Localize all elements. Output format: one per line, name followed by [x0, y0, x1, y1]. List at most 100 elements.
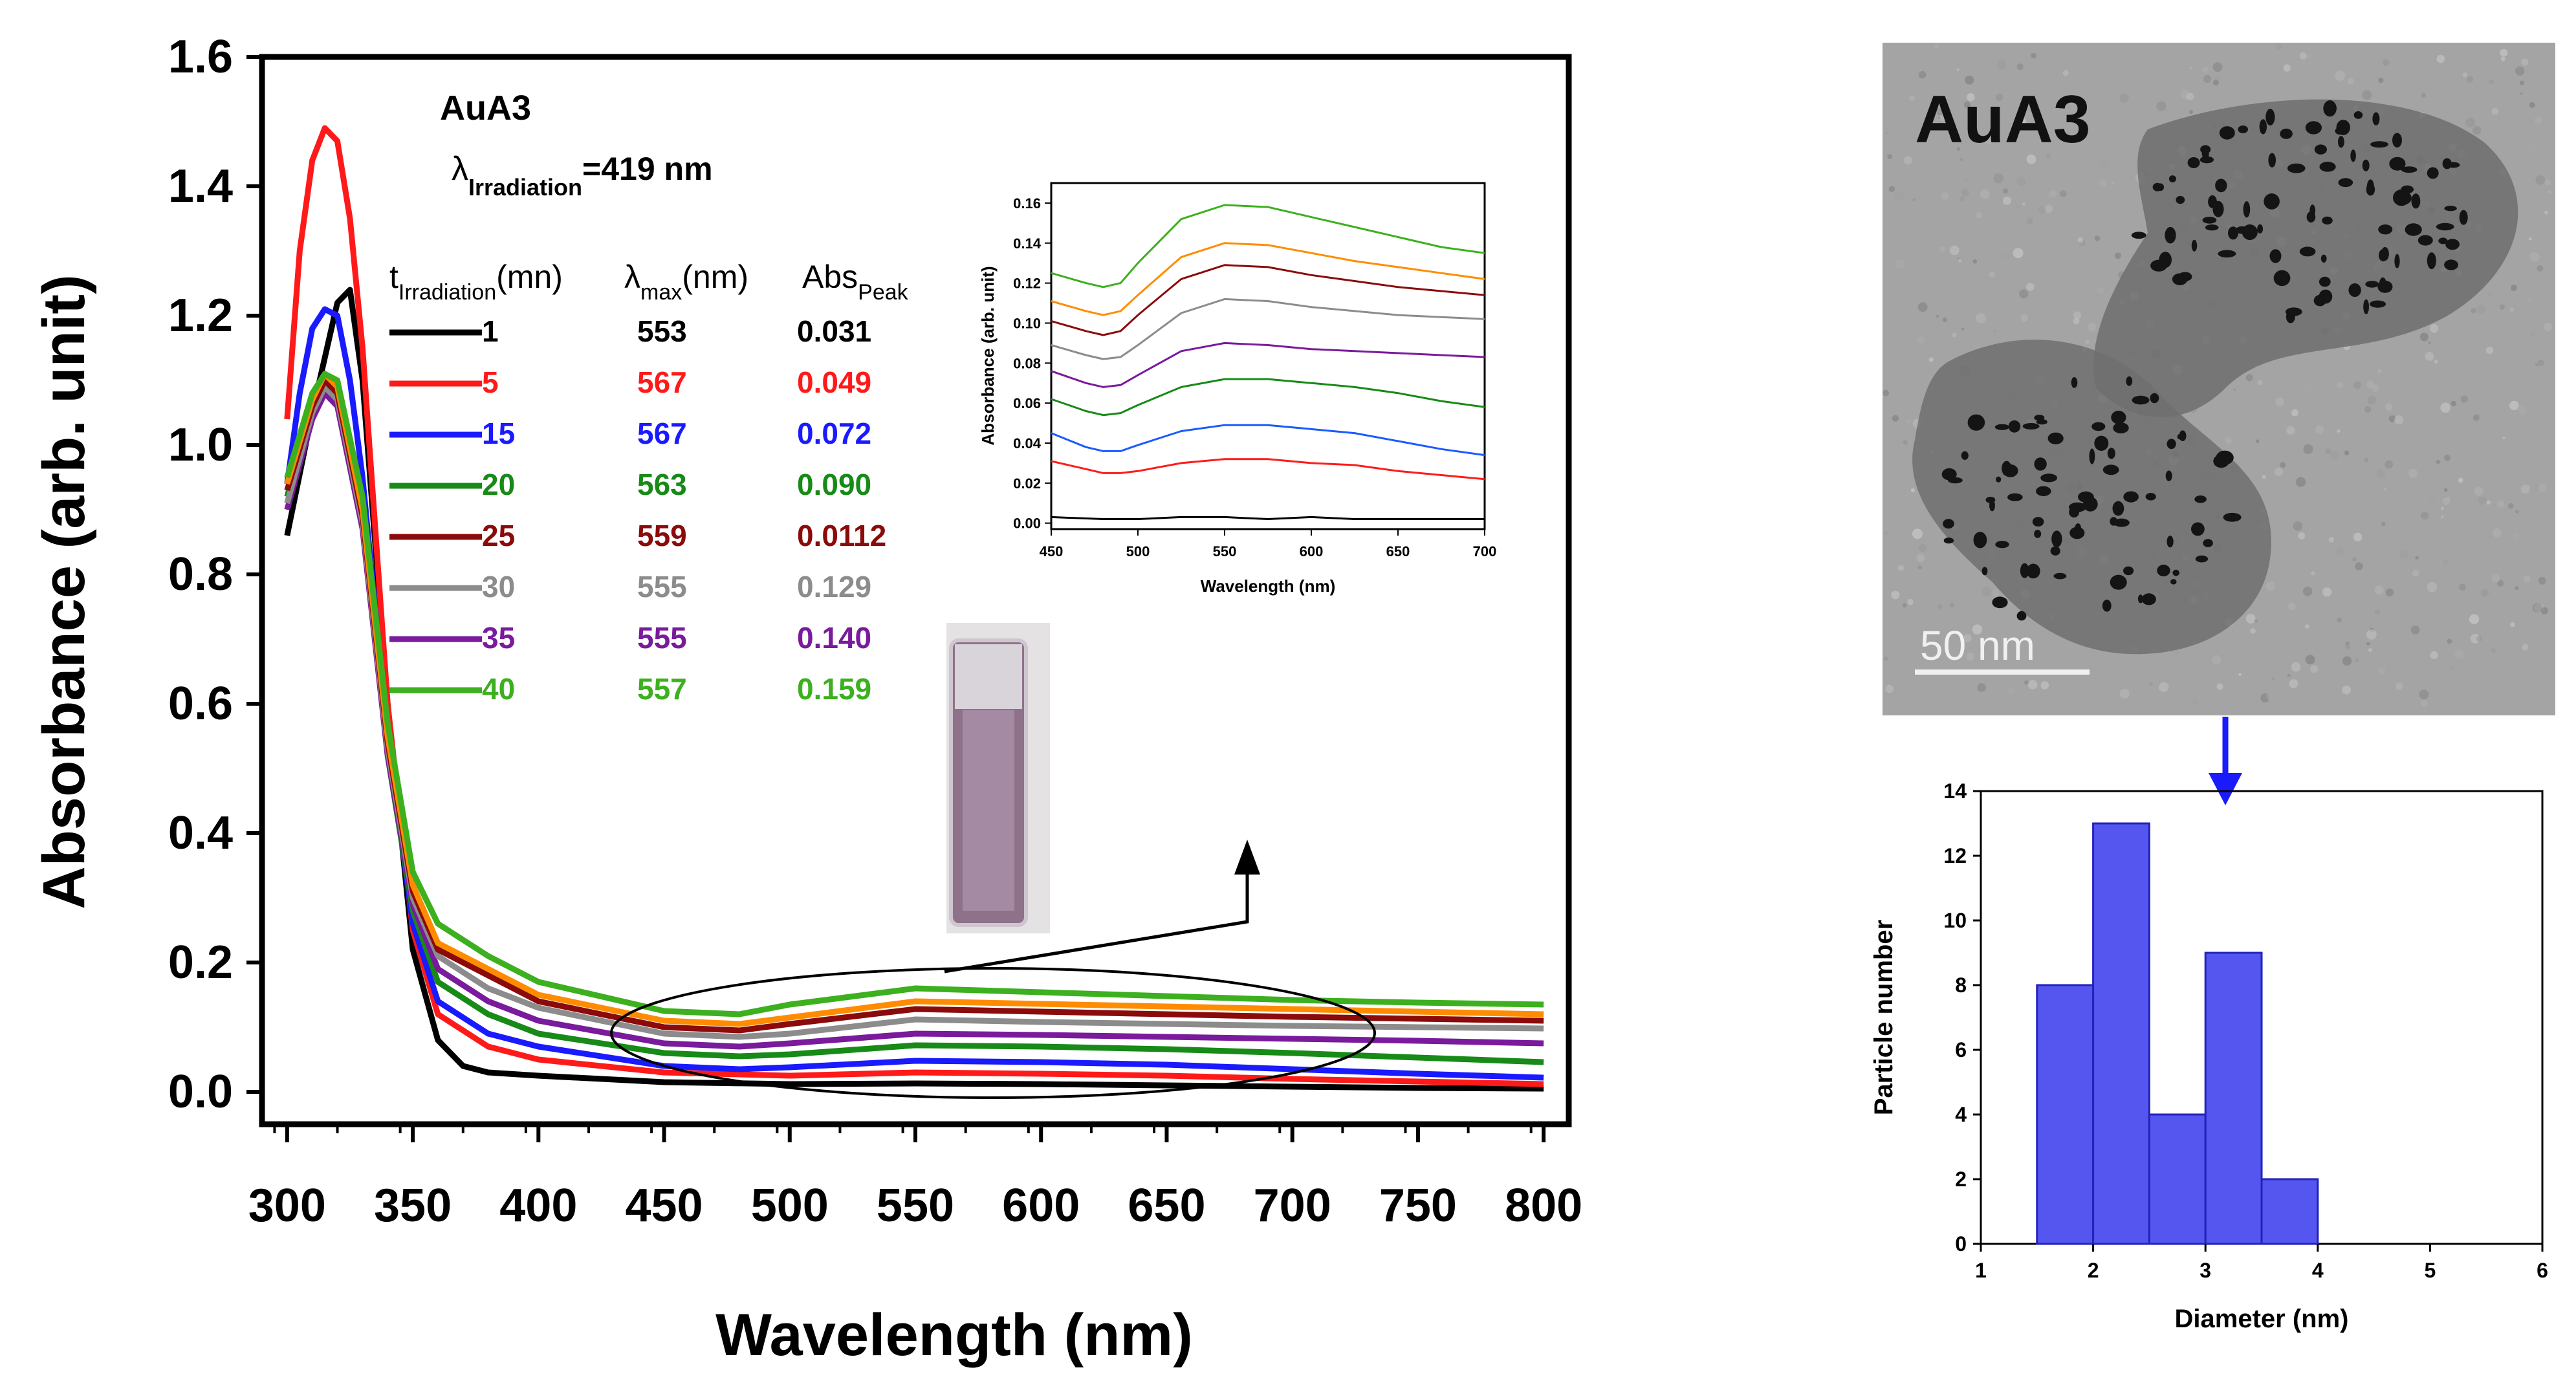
tem-grain: [2447, 638, 2452, 644]
tem-nanoparticle: [2319, 161, 2336, 172]
tem-grain: [2420, 700, 2428, 708]
tem-nanoparticle: [2219, 126, 2235, 140]
tem-grain: [2216, 683, 2223, 690]
tem-grain: [2274, 467, 2284, 477]
inset-series-line: [1051, 204, 1485, 288]
tem-grain: [2470, 633, 2480, 644]
tem-grain: [2374, 585, 2384, 595]
tem-grain: [2156, 101, 2167, 111]
tem-grain: [2421, 92, 2426, 98]
tem-grain: [2073, 311, 2082, 320]
tem-nanoparticle: [2089, 448, 2095, 464]
tem-grain: [2276, 43, 2282, 50]
tem-grain: [2537, 359, 2544, 367]
tem-grain: [2348, 78, 2354, 85]
tem-nanoparticle: [2243, 201, 2251, 218]
tem-grain: [2529, 102, 2535, 108]
tem-scale-text: 50 nm: [1920, 622, 2035, 669]
tem-grain: [2304, 385, 2313, 393]
inset-y-tick-label: 0.06: [1013, 395, 1041, 411]
cuvette-photo: [946, 623, 1050, 933]
legend-abs-peak: 0.072: [797, 417, 871, 450]
tem-grain: [2472, 415, 2479, 421]
tem-grain: [2491, 647, 2496, 653]
inset-y-tick-label: 0.16: [1013, 195, 1041, 212]
main-y-tick-label: 0.2: [168, 937, 233, 988]
tem-grain: [2291, 662, 2301, 672]
tem-grain: [2532, 603, 2543, 613]
tem-nanoparticle: [2165, 226, 2176, 244]
tem-grain: [2397, 673, 2402, 678]
tem-grain: [2488, 293, 2491, 296]
tem-grain: [1977, 683, 1986, 692]
tem-grain: [2471, 307, 2477, 314]
tem-nanoparticle: [2016, 611, 2027, 621]
tem-grain: [2535, 175, 2545, 185]
tem-grain: [1910, 488, 1916, 493]
tem-grain: [2245, 614, 2256, 624]
tem-nanoparticle: [2191, 522, 2205, 536]
tem-nanoparticle: [2050, 546, 2060, 556]
tem-grain: [2353, 381, 2361, 389]
tem-grain: [2022, 202, 2025, 206]
legend-sample: AuA3: [440, 89, 531, 127]
tem-grain: [2337, 430, 2341, 433]
tem-nanoparticle: [2397, 191, 2412, 205]
tem-grain: [2328, 537, 2335, 543]
tem-grain: [1965, 178, 1969, 183]
tem-grain: [2430, 651, 2438, 660]
tem-grain: [2474, 486, 2483, 496]
tem-grain: [1891, 591, 1900, 600]
tem-grain: [2492, 528, 2502, 538]
main-y-axis-title: Absorbance (arb. unit): [31, 274, 97, 909]
tem-grain: [2529, 144, 2537, 151]
tem-grain: [2215, 74, 2221, 80]
tem-grain: [1942, 317, 1948, 323]
tem-grain: [2489, 79, 2494, 85]
tem-grain: [2519, 80, 2524, 85]
tem-grain: [2440, 402, 2451, 413]
tem-grain: [2366, 629, 2377, 640]
histogram-y-tick-label: 14: [1943, 779, 1967, 803]
tem-grain: [2367, 396, 2376, 405]
tem-nanoparticle: [2177, 433, 2183, 440]
tem-grain: [1956, 147, 1961, 151]
tem-grain: [2358, 584, 2361, 588]
tem-grain: [2130, 254, 2134, 257]
tem-nanoparticle: [2353, 111, 2363, 119]
tem-nanoparticle: [2238, 125, 2248, 133]
tem-grain: [2522, 644, 2529, 651]
tem-grain: [2472, 125, 2482, 135]
tem-grain: [2114, 252, 2121, 259]
main-chart: 0.0 0.2 0.4 0.6 0.8 1.0 1.2 1.4 1.6 300 350 400 450…: [31, 31, 1582, 1368]
tem-grain: [1976, 212, 1983, 219]
tem-nanoparticle: [2202, 217, 2217, 224]
tem-grain: [1892, 415, 1899, 422]
tem-nanoparticle: [2418, 235, 2433, 246]
legend-abs-peak: 0.140: [797, 621, 871, 655]
tem-grain: [2534, 318, 2538, 321]
tem-grain: [2478, 496, 2487, 505]
tem-grain: [1888, 186, 1895, 192]
tem-grain: [1927, 281, 1934, 288]
tem-grain: [2002, 188, 2008, 194]
tem-grain: [2202, 66, 2209, 72]
tem-nanoparticle: [2323, 100, 2337, 117]
tem-nanoparticle: [2141, 593, 2156, 605]
tem-grain: [2383, 59, 2390, 67]
tem-grain: [2362, 90, 2372, 100]
tem-grain: [2500, 49, 2508, 57]
tem-grain: [2266, 691, 2276, 701]
tem-grain: [2476, 305, 2486, 314]
main-series-line: [284, 371, 1544, 1017]
tem-grain: [2419, 690, 2429, 700]
tem-grain: [2038, 206, 2046, 214]
tem-grain: [2441, 516, 2444, 519]
tem-grain: [2111, 181, 2115, 184]
tem-grain: [2529, 237, 2532, 241]
main-y-tick-label: 0.6: [168, 678, 233, 730]
tem-nanoparticle: [2389, 157, 2406, 171]
tem-grain: [1883, 389, 1890, 397]
tem-nanoparticle: [2319, 276, 2331, 287]
tem-nanoparticle: [1948, 477, 1963, 484]
